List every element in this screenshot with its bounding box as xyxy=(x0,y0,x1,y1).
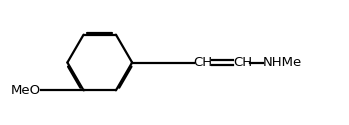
Text: CH: CH xyxy=(233,56,252,69)
Text: MeO: MeO xyxy=(10,84,41,97)
Text: CH: CH xyxy=(194,56,213,69)
Text: NHMe: NHMe xyxy=(263,56,302,69)
